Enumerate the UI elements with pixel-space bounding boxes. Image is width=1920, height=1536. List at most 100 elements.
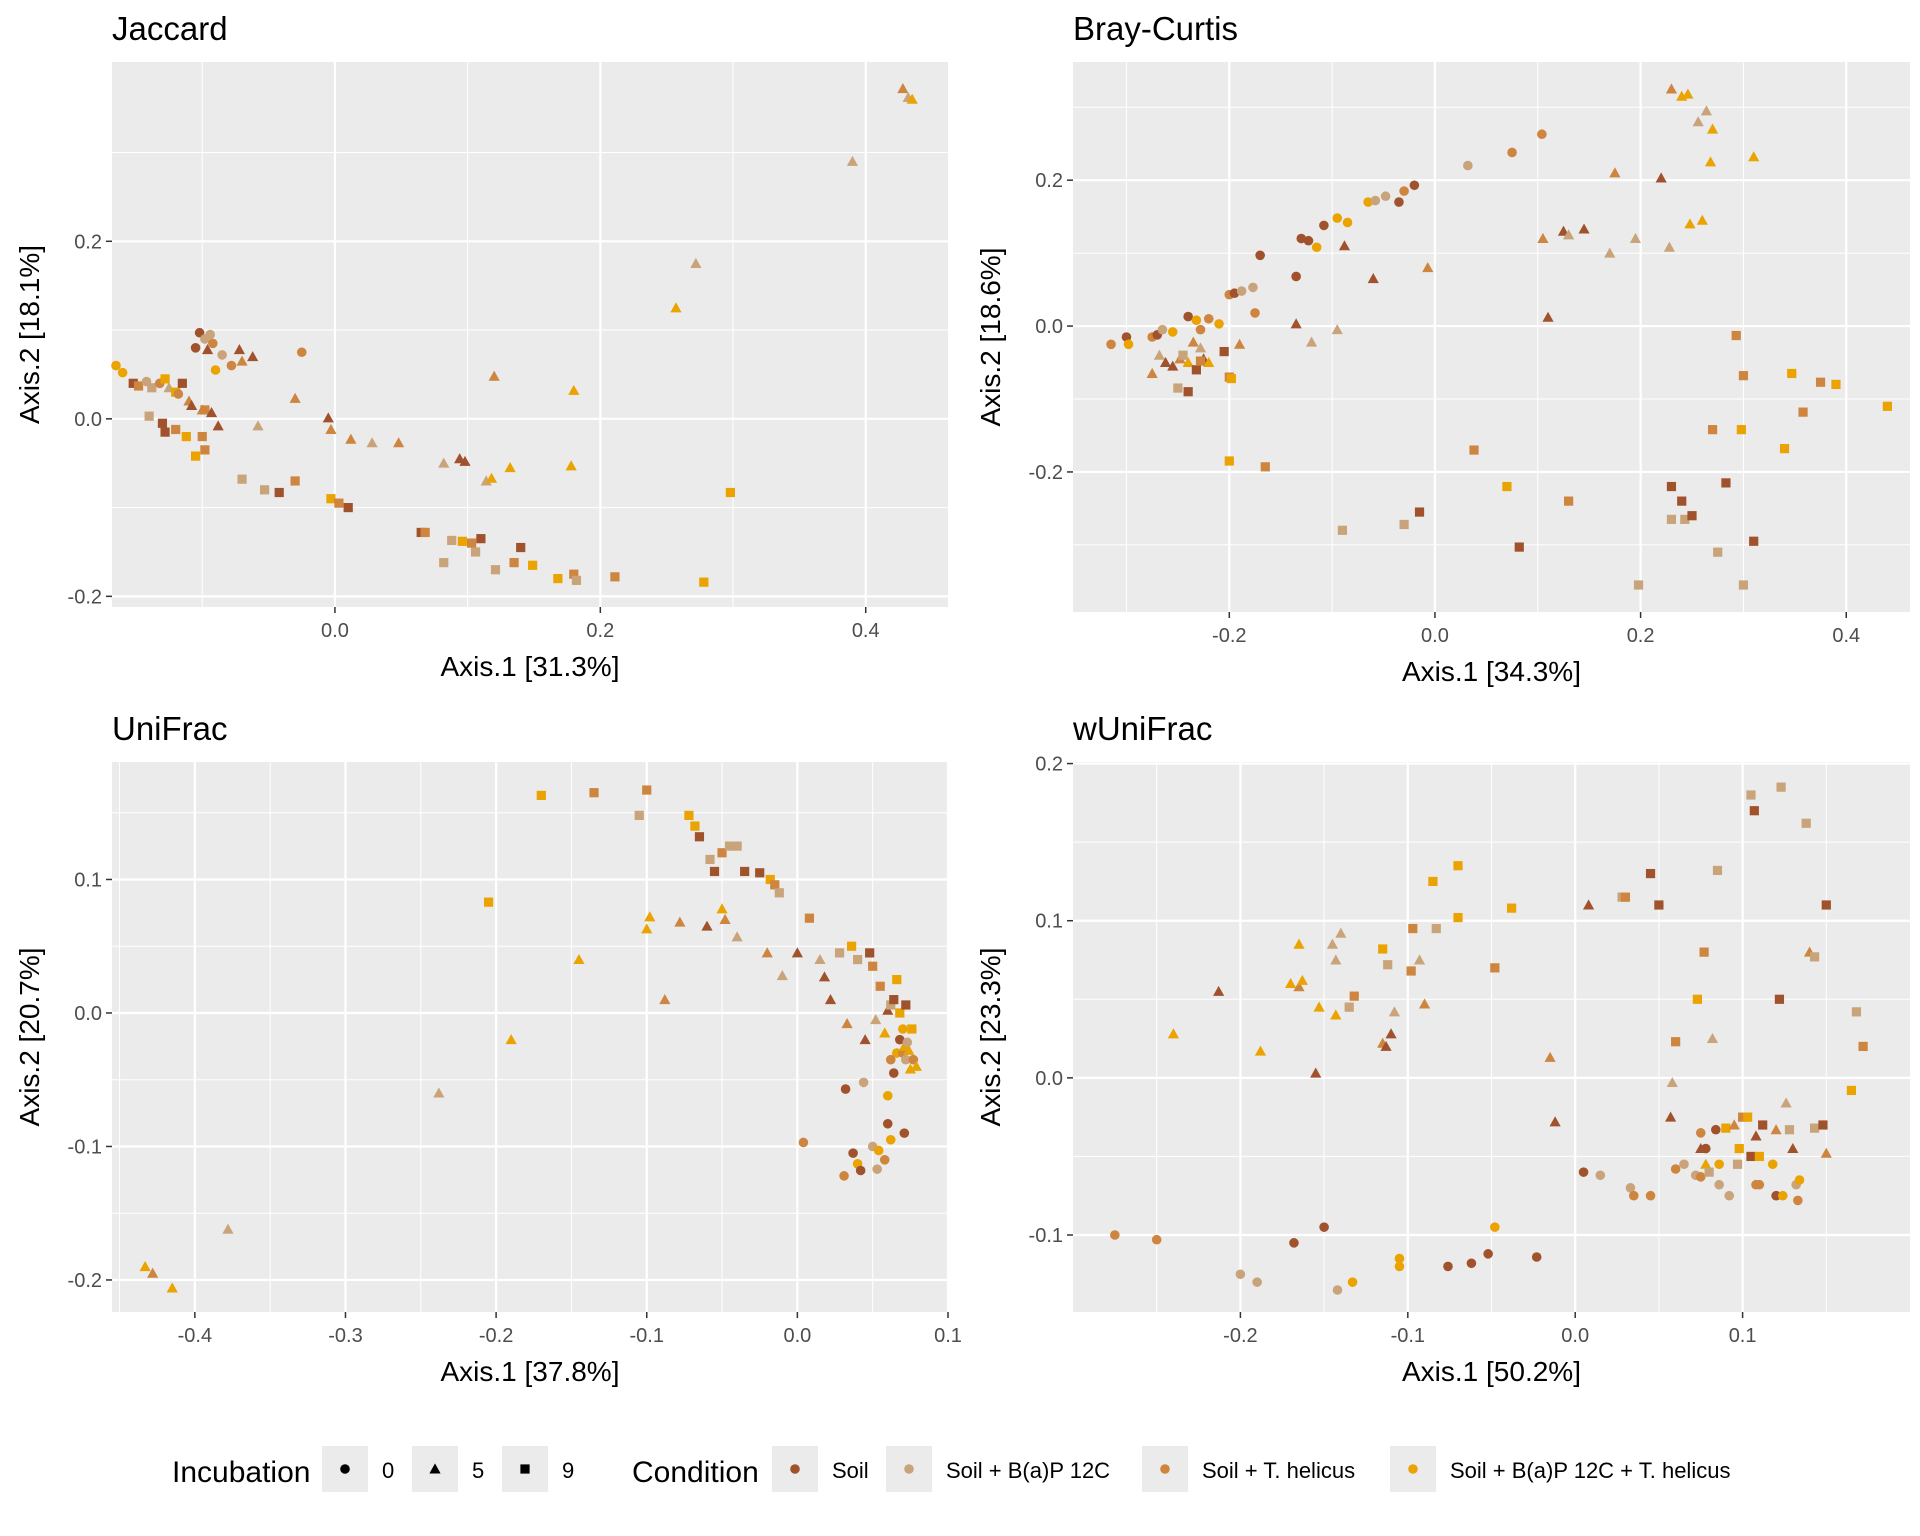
data-point xyxy=(1750,1130,1762,1141)
data-point xyxy=(181,431,191,442)
data-point xyxy=(1582,899,1595,910)
data-point xyxy=(1628,1190,1639,1201)
legend-color-swatch xyxy=(904,1464,914,1474)
data-point xyxy=(1195,324,1206,335)
data-point xyxy=(1815,377,1826,387)
data-point xyxy=(1121,332,1132,342)
data-point xyxy=(1194,342,1207,353)
data-point xyxy=(1408,923,1418,934)
data-point xyxy=(885,1134,896,1145)
data-point xyxy=(1466,1258,1477,1269)
data-point xyxy=(1784,1125,1795,1135)
data-point xyxy=(1332,213,1343,223)
data-point xyxy=(840,1084,851,1094)
data-points xyxy=(1110,782,1868,1295)
data-point xyxy=(1700,1158,1712,1169)
data-point xyxy=(1645,868,1656,879)
data-point xyxy=(467,538,477,548)
data-point xyxy=(1507,147,1517,158)
data-point xyxy=(879,1027,891,1038)
data-point xyxy=(865,948,875,958)
data-point xyxy=(841,1018,853,1029)
data-point xyxy=(1767,1159,1778,1170)
data-point xyxy=(504,462,516,473)
data-point xyxy=(565,460,577,471)
x-tick-label: 0.0 xyxy=(783,1325,811,1347)
data-point xyxy=(894,1034,905,1045)
x-axis-label: Axis.1 [50.2%] xyxy=(1402,1356,1581,1387)
data-point xyxy=(1167,360,1179,371)
data-point xyxy=(659,994,671,1005)
data-point xyxy=(1564,496,1574,506)
data-point xyxy=(1151,1234,1162,1245)
data-point xyxy=(573,953,585,965)
x-axis-label: Axis.1 [31.3%] xyxy=(441,651,620,682)
data-point xyxy=(1399,519,1409,530)
data-point xyxy=(724,841,735,851)
data-point xyxy=(774,888,784,898)
incubation-legend-keys: 0 5 9 xyxy=(322,1446,574,1492)
data-point xyxy=(420,527,430,538)
data-point xyxy=(528,560,538,570)
data-point xyxy=(1342,217,1353,228)
data-point xyxy=(1629,232,1642,244)
data-point xyxy=(568,384,580,395)
y-tick-label: 0.1 xyxy=(1035,911,1063,933)
data-point xyxy=(190,343,201,353)
data-point xyxy=(1388,1006,1401,1017)
data-point xyxy=(1370,195,1381,206)
y-tick-label: -0.2 xyxy=(68,1270,102,1292)
data-point xyxy=(870,1014,882,1025)
data-point xyxy=(1252,1277,1262,1287)
data-point xyxy=(483,897,494,907)
data-point xyxy=(1378,944,1388,954)
data-point xyxy=(1344,1002,1354,1012)
data-point xyxy=(1483,1249,1493,1259)
data-point xyxy=(1428,876,1438,887)
y-tick-label: 0.1 xyxy=(74,869,102,891)
data-point xyxy=(1413,954,1426,965)
data-point xyxy=(1754,1151,1764,1162)
data-point xyxy=(1394,1261,1405,1272)
data-point xyxy=(1385,1028,1397,1039)
data-point xyxy=(690,257,702,268)
data-point xyxy=(233,343,245,355)
data-point xyxy=(1248,282,1258,293)
data-point xyxy=(1801,818,1811,828)
x-tick-label: 0.0 xyxy=(321,620,349,642)
data-point xyxy=(1774,994,1785,1004)
y-tick-label: 0.0 xyxy=(1035,1068,1063,1090)
x-tick-label: -0.1 xyxy=(630,1325,664,1347)
data-point xyxy=(1260,462,1270,472)
data-point xyxy=(834,948,845,958)
data-point xyxy=(1677,496,1687,506)
data-point xyxy=(1502,481,1512,492)
data-point xyxy=(447,535,457,546)
data-point xyxy=(439,558,449,568)
data-point xyxy=(1291,271,1301,282)
data-point xyxy=(1770,1124,1782,1135)
data-point xyxy=(1663,241,1675,252)
data-point xyxy=(1418,998,1431,1009)
data-point xyxy=(1431,923,1441,934)
data-point xyxy=(1490,963,1500,973)
data-point xyxy=(1542,311,1554,322)
data-point xyxy=(1443,1261,1453,1272)
condition-legend-label: Soil + B(a)P 12C xyxy=(946,1458,1110,1483)
data-point xyxy=(1414,507,1425,517)
data-point xyxy=(1157,324,1168,335)
data-point xyxy=(1255,250,1265,261)
data-point xyxy=(334,498,344,508)
data-point xyxy=(1743,1112,1753,1122)
data-point xyxy=(160,427,170,437)
data-point xyxy=(117,367,128,378)
data-point xyxy=(289,392,301,403)
data-point xyxy=(485,472,498,483)
data-point xyxy=(1721,478,1731,488)
data-point xyxy=(895,1008,905,1018)
legend-color-swatch xyxy=(1408,1464,1418,1474)
data-point xyxy=(177,378,187,388)
data-point xyxy=(846,941,857,951)
data-point xyxy=(1809,1123,1820,1133)
data-point xyxy=(1380,1040,1392,1051)
